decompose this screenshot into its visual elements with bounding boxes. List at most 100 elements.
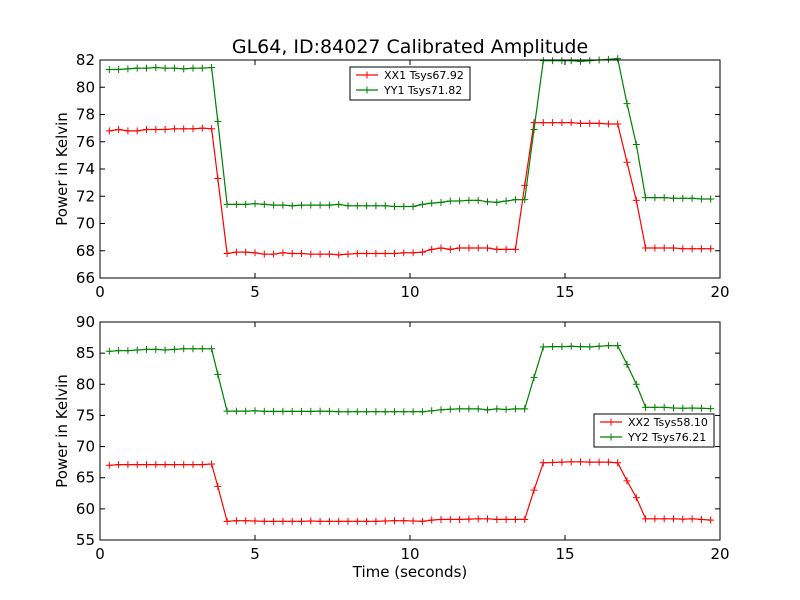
data-point — [456, 197, 464, 205]
data-point — [288, 202, 296, 210]
y-tick-label: 65 — [76, 469, 95, 487]
y-tick-label: 80 — [76, 78, 95, 96]
data-point — [586, 57, 594, 65]
data-point — [223, 249, 231, 257]
data-point — [214, 482, 222, 490]
data-point — [298, 517, 305, 525]
y-tick-label: 80 — [76, 375, 95, 393]
data-point — [707, 516, 715, 524]
data-point — [549, 57, 557, 65]
data-point — [363, 202, 371, 210]
data-point — [143, 64, 150, 72]
series-1 — [105, 458, 715, 525]
data-point — [614, 55, 622, 63]
data-point — [189, 461, 197, 469]
y-axis-label: Power in Kelvin — [53, 374, 71, 488]
data-point — [353, 517, 361, 525]
data-point — [484, 406, 491, 414]
data-point — [539, 459, 547, 467]
data-point — [189, 125, 197, 133]
data-point — [707, 405, 715, 413]
data-point — [530, 486, 538, 494]
data-point — [437, 515, 445, 523]
data-point — [260, 407, 268, 415]
y-tick-label: 82 — [76, 51, 95, 69]
x-tick-label: 15 — [555, 283, 574, 301]
y-tick-label: 60 — [76, 500, 95, 518]
data-point — [660, 515, 668, 523]
data-point — [428, 407, 436, 415]
data-point — [391, 517, 398, 525]
data-point — [586, 458, 594, 466]
data-point — [604, 55, 612, 63]
data-point — [381, 517, 389, 525]
data-point — [549, 458, 557, 466]
data-point — [400, 517, 408, 525]
data-point — [189, 64, 197, 72]
data-point — [418, 517, 426, 525]
legend: XX1 Tsys67.92 YY1 Tsys71.82 — [349, 66, 471, 101]
data-point — [409, 408, 417, 416]
data-point — [198, 345, 206, 353]
y-tick-label: 66 — [76, 269, 95, 287]
y-tick-label: 90 — [76, 313, 95, 331]
data-point — [298, 407, 305, 415]
data-point — [143, 125, 150, 133]
x-tick-label: 5 — [250, 545, 260, 563]
data-point — [558, 343, 566, 351]
data-point — [409, 249, 417, 257]
data-point — [105, 127, 113, 135]
data-point — [170, 345, 178, 353]
data-point — [363, 249, 371, 257]
data-point — [152, 345, 160, 353]
data-point — [143, 345, 150, 353]
data-point — [223, 200, 231, 208]
data-point — [270, 250, 278, 258]
data-point — [115, 66, 123, 74]
data-point — [270, 517, 278, 525]
data-point — [651, 515, 659, 523]
data-point — [651, 403, 659, 411]
data-point — [549, 343, 557, 351]
data-point — [307, 201, 315, 209]
data-point — [623, 100, 631, 108]
data-point — [632, 196, 640, 204]
data-point — [208, 345, 216, 353]
data-point — [707, 195, 715, 203]
data-point — [456, 244, 464, 252]
data-point — [391, 408, 398, 416]
data-point — [632, 380, 640, 388]
data-point — [372, 202, 380, 210]
data-point — [679, 194, 687, 202]
data-point — [344, 202, 352, 210]
data-point — [493, 405, 501, 413]
data-point — [679, 245, 687, 253]
legend-marker — [607, 433, 615, 441]
data-point — [577, 57, 584, 65]
data-point — [391, 202, 398, 210]
data-point — [115, 347, 123, 355]
data-point — [170, 64, 178, 72]
data-point — [251, 407, 259, 415]
data-point — [623, 360, 631, 368]
legend-entry: XX1 Tsys67.92 — [384, 69, 464, 82]
data-point — [288, 249, 296, 257]
data-point — [651, 244, 659, 252]
data-point — [642, 194, 650, 202]
data-point — [208, 460, 216, 468]
data-point — [484, 198, 491, 206]
data-point — [400, 408, 408, 416]
data-point — [115, 461, 123, 469]
data-point — [465, 515, 473, 523]
data-point — [511, 196, 519, 204]
data-point — [180, 125, 188, 133]
data-point — [400, 249, 408, 257]
data-point — [133, 64, 141, 72]
data-point — [325, 407, 333, 415]
legend-marker — [363, 86, 371, 94]
data-point — [632, 140, 640, 148]
data-point — [180, 65, 188, 73]
data-point — [260, 200, 268, 208]
data-point — [558, 458, 566, 466]
data-point — [372, 408, 380, 416]
